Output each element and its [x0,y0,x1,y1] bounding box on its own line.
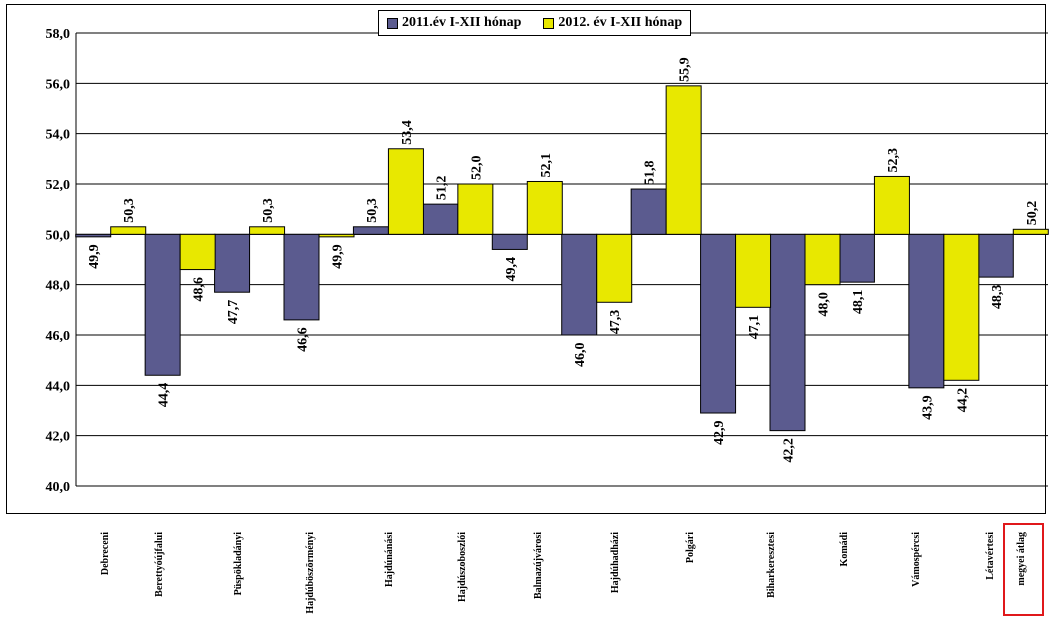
bar-2012 [596,233,633,303]
y-tick-label: 40,0 [46,480,71,495]
bar-2012 [943,233,980,381]
bar-2011 [769,233,806,432]
data-label-2012: 52,1 [539,153,554,178]
data-label-2011: 48,1 [851,290,866,315]
bar-2011 [283,233,320,321]
y-tick-label: 48,0 [46,279,71,294]
data-label-2011: 42,9 [712,421,727,446]
data-label-2012: 47,1 [747,315,762,340]
y-tick-label: 44,0 [46,379,71,394]
category-label: Polgári [685,532,696,563]
data-label-2011: 47,7 [226,300,241,325]
bar-2012 [110,226,147,235]
bar-2011 [561,233,598,336]
bar-2011 [422,203,459,235]
legend-swatch-2011 [387,17,398,29]
bar-2012 [665,85,702,235]
y-tick-label: 56,0 [46,77,71,92]
category-label: Hajdúnánási [384,532,395,587]
y-tick-label: 42,0 [46,430,71,445]
bar-2012 [873,175,910,235]
category-label: Balmazújvárosi [533,532,544,599]
bar-2012 [526,180,563,235]
bar-2012 [1012,228,1049,235]
category-label: megyei átlag [1016,532,1027,586]
data-label-2011: 49,9 [87,244,102,269]
y-tick-label: 58,0 [46,27,71,42]
bar-2011 [908,233,945,389]
y-tick-label: 46,0 [46,329,71,344]
data-label-2012: 50,3 [122,198,137,223]
category-label: Debreceni [100,532,111,575]
legend-entry-2011: 2011.év I-XII hónap [387,15,521,31]
y-tick-label: 50,0 [46,228,71,243]
data-label-2011: 42,2 [782,438,797,463]
average-highlight-box [1003,523,1044,616]
data-label-2012: 53,4 [400,120,415,145]
bar-2011 [75,233,112,238]
chart-frame [6,4,1046,514]
data-label-2011: 44,4 [157,383,172,408]
category-label: Hajdúhadházi [610,532,621,593]
y-tick-label: 52,0 [46,178,71,193]
bar-2012 [457,183,494,235]
category-label: Vámospércsi [911,532,922,587]
legend-entry-2012: 2012. év I-XII hónap [543,15,682,31]
category-label: Komádi [839,532,850,567]
data-label-2012: 50,3 [261,198,276,223]
data-label-2011: 49,4 [504,257,519,282]
bar-2012 [179,233,216,271]
bar-2011 [144,233,181,376]
bar-2011 [977,233,1014,278]
legend-label-2011: 2011.év I-XII hónap [402,15,522,30]
legend-swatch-2012 [543,17,555,29]
bar-2012 [735,233,772,308]
category-label: Létavértesi [985,532,996,580]
data-label-2011: 46,6 [296,327,311,352]
category-label: Berettyóújfalui [154,532,165,597]
data-label-2011: 43,9 [920,395,935,420]
data-label-2011: 48,3 [990,285,1005,309]
bar-2012 [387,148,424,235]
bar-2011 [700,233,737,414]
chart-legend: 2011.év I-XII hónap 2012. év I-XII hónap [378,10,692,36]
bar-2012 [804,233,841,286]
data-label-2011: 50,3 [365,198,380,223]
category-label: Biharkeresztesi [766,532,777,598]
bar-2012 [249,226,286,235]
bar-2011 [214,233,251,293]
data-label-2012: 55,9 [678,57,693,82]
category-label: Hajdúszoboszlói [457,532,468,602]
bar-2011 [838,233,875,283]
category-label: Hajdúböszörményi [305,532,316,614]
data-label-2012: 44,2 [955,388,970,413]
data-label-2012: 52,3 [886,148,901,173]
data-label-2012: 49,9 [331,244,346,269]
legend-label-2012: 2012. év I-XII hónap [558,15,683,30]
data-label-2011: 51,8 [643,161,658,186]
bar-2011 [352,226,389,235]
data-label-2012: 50,2 [1025,201,1040,226]
category-label: Püspökladányi [233,532,244,596]
y-tick-label: 54,0 [46,128,71,143]
data-label-2011: 51,2 [434,176,449,201]
bar-2011 [491,233,528,250]
data-label-2012: 48,0 [817,292,832,317]
data-label-2012: 47,3 [608,310,623,335]
bar-2011 [630,188,667,235]
data-label-2012: 48,6 [192,277,207,302]
data-label-2012: 52,0 [469,156,484,181]
bar-2012 [318,233,355,238]
data-label-2011: 46,0 [573,343,588,368]
